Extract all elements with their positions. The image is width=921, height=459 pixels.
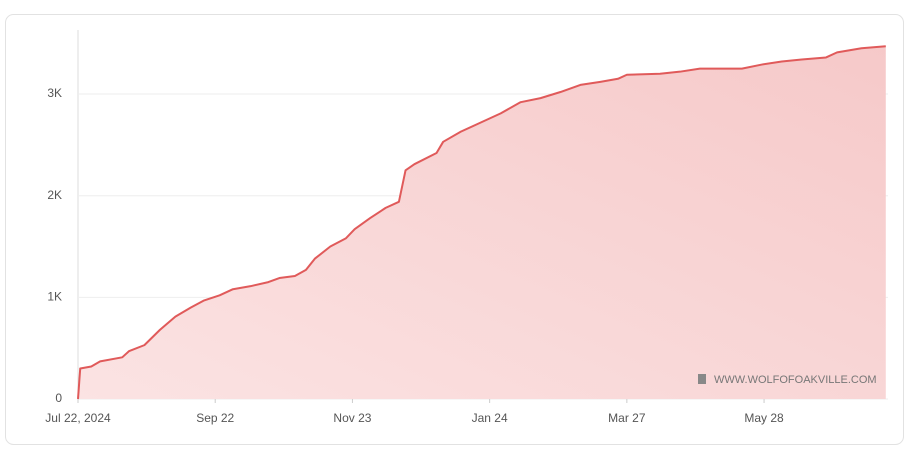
y-tick-label: 1K <box>47 290 62 304</box>
x-tick-label: May 28 <box>744 411 784 425</box>
x-tick-label: Nov 23 <box>333 411 371 425</box>
y-tick-label: 3K <box>47 86 62 100</box>
x-tick-label: Sep 22 <box>196 411 234 425</box>
watermark: WWW.WOLFOFOAKVILLE.COM <box>698 374 877 386</box>
watermark-text: WWW.WOLFOFOAKVILLE.COM <box>714 374 877 386</box>
x-tick-label: Jul 22, 2024 <box>45 411 111 425</box>
area-line <box>77 45 886 400</box>
y-tick-label: 2K <box>47 188 62 202</box>
x-tick-label: Mar 27 <box>608 411 646 425</box>
y-tick-label: 0 <box>55 391 62 405</box>
x-tick-label: Jan 24 <box>472 411 508 425</box>
area-fill <box>78 46 886 399</box>
